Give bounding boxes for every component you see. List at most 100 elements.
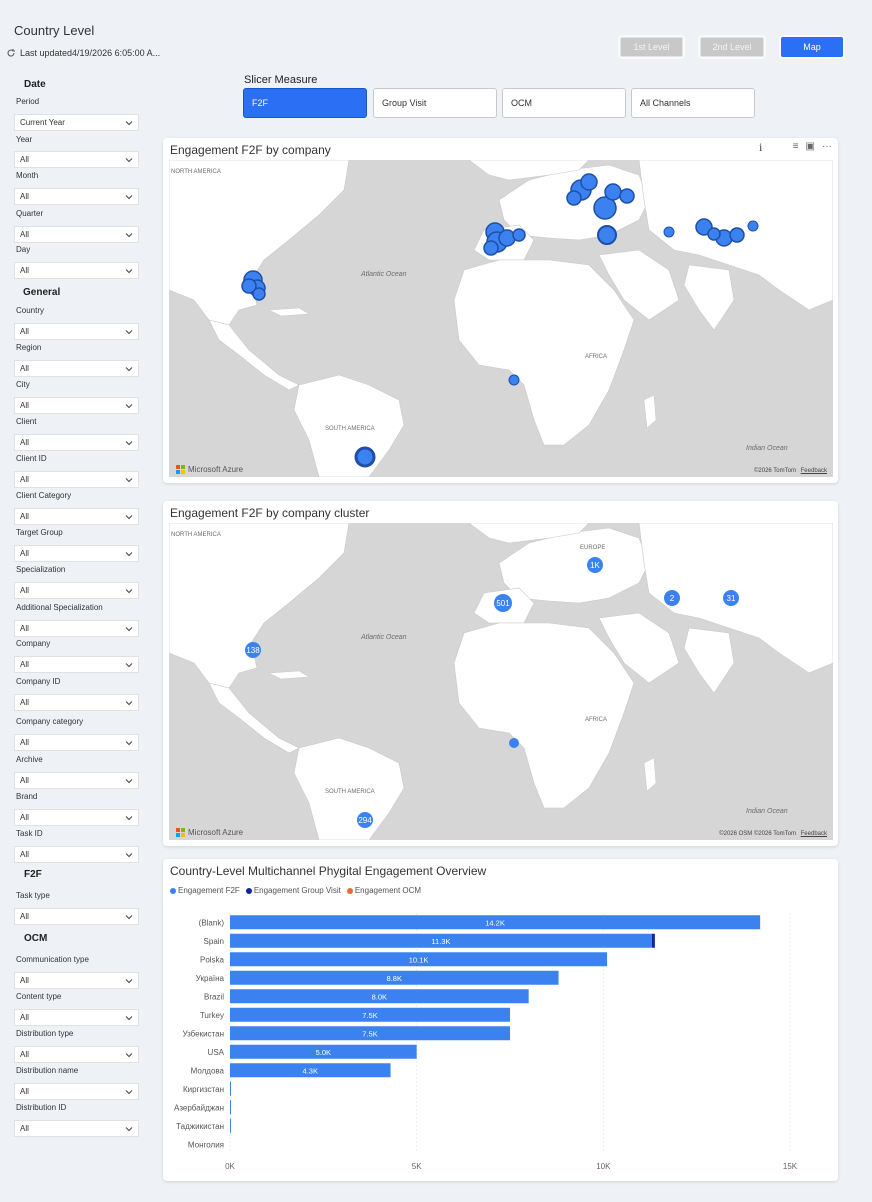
bubble-mongolia[interactable] [747,220,759,232]
filter-dropdown-year[interactable]: All [14,151,139,168]
bar-group-visit[interactable] [651,933,655,948]
legend-item-ocm[interactable]: Engagement OCM [346,886,421,895]
bubble-brazil[interactable] [354,446,376,468]
filter-dropdown-client-category[interactable]: All [14,508,139,525]
map2-feedback-link[interactable]: Feedback [800,831,827,837]
bar-f2f[interactable] [230,952,608,967]
cluster-501-label: 501 [496,599,510,608]
bar-f2f[interactable] [230,915,761,930]
bar-f2f[interactable] [230,970,559,985]
filter-dropdown-brand[interactable]: All [14,809,139,826]
bar-f2f[interactable] [230,989,529,1004]
focus-mode-icon[interactable]: ▣ [805,141,815,152]
filter-dropdown-region[interactable]: All [14,360,139,377]
y-category-label: Азербайджан [174,1103,224,1112]
map1-copyright-text: ©2026 TomTom [753,468,796,474]
filter-dropdown-communication-type[interactable]: All [14,972,139,989]
legend-label-f2f: Engagement F2F [178,886,240,895]
chevron-down-icon [125,367,133,372]
bubble-ukraine-2[interactable] [604,183,622,201]
more-options-icon[interactable]: ··· [822,141,832,152]
map1-feedback-link[interactable]: Feedback [800,468,827,474]
slicer-all-channels-button[interactable]: All Channels [631,88,755,118]
bubble-tajikistan[interactable] [707,227,721,241]
bar-f2f[interactable] [230,1007,510,1022]
map-cluster[interactable]: NORTH AMERICA Atlantic Ocean AFRICA SOUT… [169,523,833,840]
filter-dropdown-client-id[interactable]: All [14,471,139,488]
last-updated: Last updated4/19/2026 6:05:00 A... [6,48,160,58]
slicer-group-visit-button[interactable]: Group Visit [373,88,497,118]
chevron-down-icon [125,627,133,632]
bubble-blank[interactable] [508,374,520,386]
filter-dropdown-archive[interactable]: All [14,772,139,789]
bubble-poland-3[interactable] [566,190,582,206]
filter-dropdown-task-id[interactable]: All [14,846,139,863]
bar-f2f[interactable] [230,933,652,948]
bubble-usa-4[interactable] [252,287,266,301]
cluster-31[interactable]: 31 [723,590,739,606]
bubble-poland-2[interactable] [580,173,598,191]
chevron-down-icon [125,701,133,706]
bubble-turkey[interactable] [597,225,617,245]
legend-item-group-visit[interactable]: Engagement Group Visit [245,886,341,895]
bar-chart[interactable]: 0K 5K 10K 15K (Blank) 14.2K Spain 11.3K Polska 10… [163,859,838,1181]
bar-f2f[interactable] [230,1063,391,1078]
filter-dropdown-task-type[interactable]: All [14,908,139,925]
bar-f2f[interactable] [230,1118,231,1133]
bar-f2f[interactable] [230,1026,510,1041]
filter-value-year: All [20,155,29,164]
cluster-501[interactable]: 501 [494,594,512,612]
filter-dropdown-client[interactable]: All [14,434,139,451]
filter-dropdown-distribution-type[interactable]: All [14,1046,139,1063]
bar-data-label: 8.8K [387,974,402,983]
cluster-blank[interactable] [509,738,519,748]
bubble-ukraine[interactable] [593,196,617,220]
filter-dropdown-company[interactable]: All [14,656,139,673]
slicer-ocm-button[interactable]: OCM [502,88,626,118]
filter-value-client: All [20,438,29,447]
bubble-azerbaijan[interactable] [663,226,675,238]
map-button[interactable]: Map [781,37,843,57]
filter-dropdown-distribution-id[interactable]: All [14,1120,139,1137]
slicer-f2f-button[interactable]: F2F [243,88,367,118]
filter-dropdown-month[interactable]: All [14,188,139,205]
company-bubbles[interactable] [241,173,759,468]
cluster-138[interactable]: 138 [245,642,261,658]
chevron-down-icon [125,404,133,409]
cluster-294[interactable]: 294 [357,812,373,828]
filter-dropdown-content-type[interactable]: All [14,1009,139,1026]
filter-dropdown-city[interactable]: All [14,397,139,414]
filter-dropdown-quarter[interactable]: All [14,226,139,243]
filter-icon[interactable]: ≡ [792,141,799,152]
bubble-spain-5[interactable] [483,240,499,256]
filter-dropdown-distribution-name[interactable]: All [14,1083,139,1100]
map-company[interactable]: NORTH AMERICA Atlantic Ocean AFRICA SOUT… [169,160,833,477]
filter-label-company: Company [16,639,51,648]
filter-dropdown-day[interactable]: All [14,262,139,279]
bubble-ukraine-3[interactable] [619,188,635,204]
chevron-down-icon [125,816,133,821]
bubble-spain-4[interactable] [512,228,526,242]
bubble-usa-3[interactable] [241,278,257,294]
cluster-2[interactable]: 2 [664,590,680,606]
cluster-1k[interactable]: 1K [587,557,603,573]
map1-label-indian-ocean: Indian Ocean [746,445,788,452]
filter-value-archive: All [20,776,29,785]
info-icon[interactable]: i [759,140,763,154]
bar-f2f[interactable] [230,1100,231,1115]
filter-dropdown-target-group[interactable]: All [14,545,139,562]
filter-dropdown-country[interactable]: All [14,323,139,340]
filter-dropdown-period[interactable]: Current Year [14,114,139,131]
bubble-kyrgyzstan[interactable] [729,227,745,243]
y-category-label: Spain [204,937,224,946]
second-level-button[interactable]: 2nd Level [700,37,764,57]
filter-dropdown-additional-specialization[interactable]: All [14,620,139,637]
bar-f2f[interactable] [230,1081,231,1096]
first-level-button[interactable]: 1st Level [620,37,683,57]
filter-dropdown-company-id[interactable]: All [14,694,139,711]
legend-item-f2f[interactable]: Engagement F2F [170,886,240,895]
filter-dropdown-specialization[interactable]: All [14,582,139,599]
filter-dropdown-company-category[interactable]: All [14,734,139,751]
bar-f2f[interactable] [230,1044,417,1059]
bubble-spain-3[interactable] [498,229,516,247]
